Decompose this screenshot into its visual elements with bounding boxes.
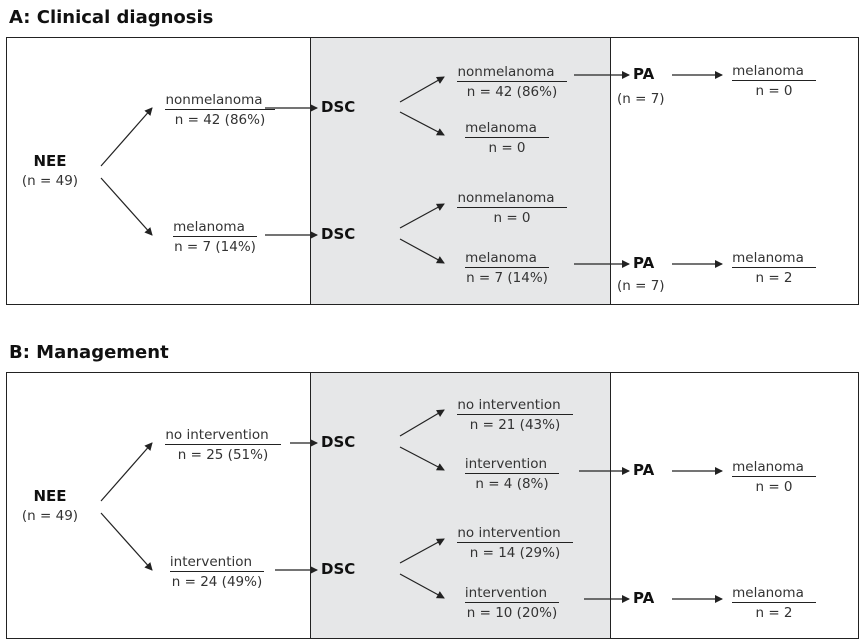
node-label: nonmelanoma [457, 190, 567, 208]
panel-a: NEE (n = 49) nonmelanoma n = 42 (86%) me… [6, 37, 859, 305]
node-count: n = 4 (8%) [475, 476, 549, 492]
dsc2-nonmelanoma: nonmelanoma n = 0 [447, 188, 577, 228]
nee-root: NEE (n = 49) [20, 151, 80, 191]
node-count: n = 42 (86%) [466, 84, 558, 100]
dsc-node-2: DSC [321, 560, 356, 578]
dsc-node-1: DSC [321, 98, 356, 116]
node-label: melanoma [732, 585, 816, 603]
dsc-shaded-region [310, 373, 611, 638]
panel-b: NEE (n = 49) no intervention n = 25 (51%… [6, 372, 859, 639]
nee-count: (n = 49) [21, 173, 79, 189]
node-label: melanoma [732, 63, 816, 81]
pa-node-2: PA [633, 254, 655, 272]
node-label: intervention [464, 585, 560, 603]
nee-root: NEE (n = 49) [20, 486, 80, 526]
node-count: n = 2 [755, 605, 793, 621]
panel-a-title: A: Clinical diagnosis [9, 7, 214, 28]
node-label: nonmelanoma [457, 64, 567, 82]
node-count: n = 10 (20%) [466, 605, 558, 621]
dsc1-nonmelanoma: nonmelanoma n = 42 (86%) [447, 62, 577, 102]
dsc1-intervention: intervention n = 4 (8%) [447, 454, 577, 494]
node-count: n = 2 [755, 270, 793, 286]
nee-intervention: intervention n = 24 (49%) [155, 552, 279, 592]
pa-2-count: (n = 7) [617, 278, 665, 294]
dsc-node-1: DSC [321, 433, 356, 451]
pa1-result-melanoma: melanoma n = 0 [729, 457, 819, 497]
pa-1-count: (n = 7) [617, 91, 665, 107]
node-count: n = 0 [755, 479, 793, 495]
node-label: melanoma [465, 250, 549, 268]
dsc-node-2: DSC [321, 225, 356, 243]
nee-label: NEE [33, 152, 67, 170]
dsc2-melanoma: melanoma n = 7 (14%) [447, 248, 567, 288]
node-label: nonmelanoma [165, 92, 275, 110]
node-count: n = 14 (29%) [469, 545, 561, 561]
node-label: no intervention [457, 397, 573, 415]
node-label: melanoma [173, 219, 257, 237]
node-count: n = 0 [755, 83, 793, 99]
nee-melanoma: melanoma n = 7 (14%) [155, 217, 275, 257]
panel-b-arrows [100, 409, 723, 603]
dsc1-melanoma: melanoma n = 0 [447, 118, 567, 158]
node-label: intervention [464, 456, 560, 474]
node-count: n = 21 (43%) [469, 417, 561, 433]
pa-node-1: PA [633, 461, 655, 479]
dsc2-no-intervention: no intervention n = 14 (29%) [447, 523, 583, 563]
node-label: melanoma [732, 250, 816, 268]
pa-node-1: PA [633, 65, 655, 83]
panel-a-arrows [100, 71, 723, 268]
node-label: no intervention [457, 525, 573, 543]
node-count: n = 0 [493, 210, 531, 226]
pa2-result-melanoma: melanoma n = 2 [729, 583, 819, 623]
nee-label: NEE [33, 487, 67, 505]
dsc-shaded-region [310, 38, 611, 304]
node-count: n = 25 (51%) [177, 447, 269, 463]
pa1-result-melanoma: melanoma n = 0 [729, 61, 819, 101]
node-count: n = 7 (14%) [174, 239, 256, 255]
dsc2-intervention: intervention n = 10 (20%) [447, 583, 577, 623]
nee-no-intervention: no intervention n = 25 (51%) [155, 425, 291, 465]
node-count: n = 24 (49%) [171, 574, 263, 590]
node-label: melanoma [465, 120, 549, 138]
node-count: n = 42 (86%) [174, 112, 266, 128]
node-label: melanoma [732, 459, 816, 477]
node-label: intervention [169, 554, 265, 572]
nee-nonmelanoma: nonmelanoma n = 42 (86%) [155, 90, 285, 130]
node-count: n = 0 [488, 140, 526, 156]
node-count: n = 7 (14%) [466, 270, 548, 286]
dsc1-no-intervention: no intervention n = 21 (43%) [447, 395, 583, 435]
node-label: no intervention [165, 427, 281, 445]
pa2-result-melanoma: melanoma n = 2 [729, 248, 819, 288]
nee-count: (n = 49) [21, 508, 79, 524]
pa-node-2: PA [633, 589, 655, 607]
panel-b-title: B: Management [9, 342, 169, 363]
